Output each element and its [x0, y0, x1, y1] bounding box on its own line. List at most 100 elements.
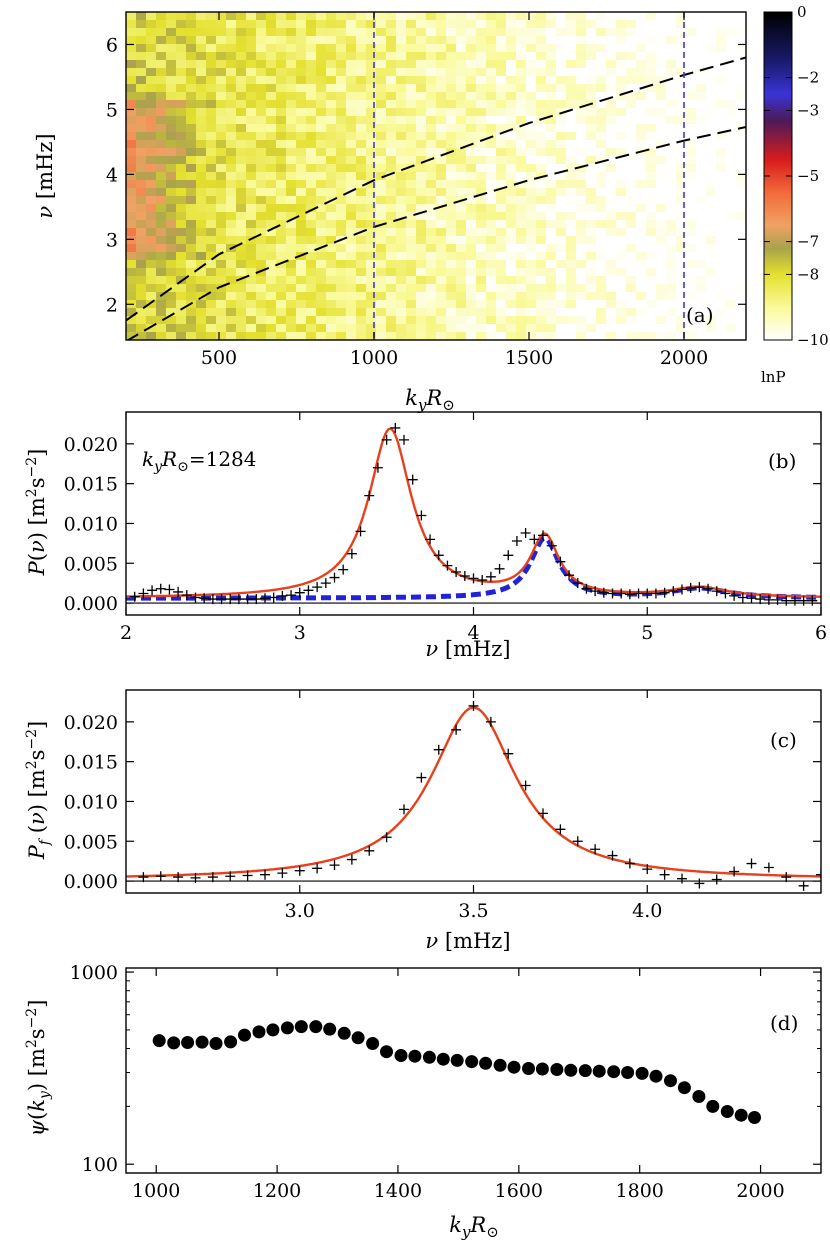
heatmap-cell [256, 268, 267, 277]
heatmap-cell [356, 100, 367, 109]
heatmap-cell [496, 36, 507, 45]
heatmap-cell [386, 132, 397, 141]
heatmap-cell [376, 188, 387, 197]
heatmap-cell [466, 244, 477, 253]
heatmap-cell [506, 44, 517, 53]
heatmap-cell [236, 108, 247, 117]
heatmap-cell [436, 148, 447, 157]
heatmap-cell [506, 188, 517, 197]
heatmap-cell [136, 108, 147, 117]
heatmap-cell [156, 260, 167, 269]
heatmap-cell [386, 76, 397, 85]
heatmap-cell [436, 284, 447, 293]
heatmap-cell [346, 68, 357, 77]
heatmap-cell [296, 164, 307, 173]
heatmap-cell [606, 140, 617, 149]
heatmap-cell [636, 76, 647, 85]
heatmap-cell [146, 28, 157, 37]
heatmap-cell [216, 188, 227, 197]
heatmap-cell [216, 172, 227, 181]
panel-b-data-point [251, 594, 262, 605]
heatmap-cell [296, 100, 307, 109]
heatmap-cell [216, 92, 227, 101]
heatmap-cell [176, 324, 187, 333]
heatmap-cell [456, 324, 467, 333]
heatmap-cell [406, 324, 417, 333]
heatmap-cell [596, 132, 607, 141]
heatmap-cell [526, 68, 537, 77]
heatmap-cell [666, 12, 677, 21]
heatmap-cell [356, 92, 367, 101]
heatmap-cell [256, 228, 267, 237]
heatmap-cell [696, 12, 707, 21]
heatmap-cell [406, 68, 417, 77]
heatmap-cell [586, 60, 597, 69]
heatmap-cell [686, 124, 697, 133]
heatmap-cell [366, 12, 377, 21]
heatmap-cell [166, 196, 177, 205]
heatmap-cell [496, 164, 507, 173]
heatmap-cell [376, 116, 387, 125]
heatmap-cell [186, 228, 197, 237]
heatmap-cell [256, 164, 267, 173]
heatmap-cell [246, 28, 257, 37]
panel-b-data-point [164, 584, 175, 595]
heatmap-cell [366, 300, 377, 309]
heatmap-cell [386, 260, 397, 269]
heatmap-cell [506, 244, 517, 253]
heatmap-cell [476, 180, 487, 189]
heatmap-cell [476, 164, 487, 173]
heatmap-cell [276, 268, 287, 277]
heatmap-cell [226, 196, 237, 205]
heatmap-cell [126, 284, 137, 293]
heatmap-cell [126, 60, 137, 69]
panel-d-data-point [167, 1036, 181, 1050]
heatmap-cell [556, 68, 567, 77]
heatmap-cell [236, 172, 247, 181]
panel-b-data-point [572, 578, 583, 589]
heatmap-cell [496, 204, 507, 213]
heatmap-cell [396, 116, 407, 125]
heatmap-cell [706, 76, 717, 85]
heatmap-cell [636, 180, 647, 189]
heatmap-cell [616, 188, 627, 197]
panel-b-data-point [355, 526, 366, 537]
heatmap-cell [526, 228, 537, 237]
heatmap-cell [576, 124, 587, 133]
heatmap-cell [406, 116, 417, 125]
heatmap-cell [176, 260, 187, 269]
heatmap-cell [446, 228, 457, 237]
heatmap-cell [656, 28, 667, 37]
heatmap-cell [416, 116, 427, 125]
heatmap-cell [526, 108, 537, 117]
heatmap-cell [426, 20, 437, 29]
heatmap-cell [406, 196, 417, 205]
heatmap-cell [676, 116, 687, 125]
heatmap-cell [696, 156, 707, 165]
panel-b-data-point [737, 592, 748, 603]
heatmap-cell [126, 100, 137, 109]
heatmap-cell [426, 180, 437, 189]
heatmap-cell [476, 172, 487, 181]
heatmap-cell [706, 164, 717, 173]
heatmap-cell [166, 92, 177, 101]
panel-d-data-point [607, 1065, 621, 1079]
heatmap-area [126, 12, 746, 340]
heatmap-cell [526, 140, 537, 149]
heatmap-cell [206, 260, 217, 269]
heatmap-cell [736, 28, 746, 37]
heatmap-cell [386, 108, 397, 117]
heatmap-cell [196, 284, 207, 293]
panel-b-data-point [772, 594, 783, 605]
panel-c-data-point [711, 874, 722, 885]
heatmap-cell [306, 28, 317, 37]
heatmap-cell [726, 244, 737, 253]
heatmap-cell [676, 60, 687, 69]
heatmap-cell [276, 76, 287, 85]
heatmap-cell [376, 228, 387, 237]
heatmap-cell [346, 52, 357, 61]
heatmap-cell [466, 100, 477, 109]
heatmap-cell [486, 52, 497, 61]
heatmap-cell [626, 212, 637, 221]
heatmap-cell [536, 188, 547, 197]
